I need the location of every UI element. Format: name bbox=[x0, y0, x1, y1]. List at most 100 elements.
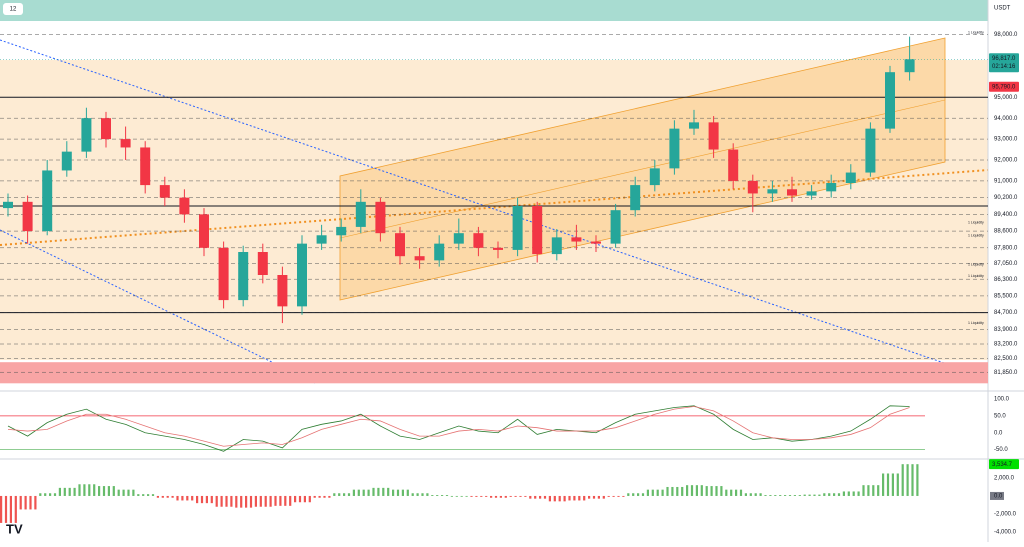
histogram-bar bbox=[896, 473, 899, 496]
histogram-bar bbox=[367, 489, 370, 496]
histogram-bar bbox=[681, 486, 684, 496]
histogram-bar bbox=[98, 486, 101, 496]
histogram-bar bbox=[705, 486, 708, 496]
histogram-bar bbox=[4, 495, 8, 523]
histogram-bar bbox=[813, 494, 816, 496]
histogram-bar bbox=[857, 491, 860, 496]
histogram-bar bbox=[205, 495, 208, 504]
histogram-bar bbox=[450, 495, 453, 497]
candle-body bbox=[434, 243, 445, 261]
histogram-bar bbox=[58, 487, 61, 496]
histogram-bar bbox=[588, 495, 591, 499]
histogram-bar bbox=[749, 493, 752, 496]
candle-body bbox=[669, 128, 680, 169]
histogram-bar bbox=[690, 485, 694, 496]
header-band bbox=[0, 0, 988, 21]
last-price: 96,817.0 bbox=[992, 56, 1016, 62]
candle-body bbox=[571, 237, 582, 242]
y-tick-label: 87,800.0 bbox=[994, 245, 1018, 251]
histogram-bar bbox=[504, 495, 507, 498]
histogram-bar bbox=[509, 495, 512, 497]
liquidity-label: 1 Liquidity bbox=[968, 233, 984, 237]
histogram-bar bbox=[632, 493, 635, 496]
histogram-bar bbox=[651, 489, 654, 496]
histogram-bar bbox=[161, 495, 164, 498]
histogram-bar bbox=[166, 495, 169, 498]
histogram-bar bbox=[210, 495, 213, 504]
interval-badge[interactable] bbox=[3, 3, 23, 15]
histogram-bar bbox=[494, 495, 498, 498]
y-tick-label: 0.0 bbox=[994, 430, 1003, 436]
histogram-bar bbox=[73, 487, 76, 496]
histogram-bar bbox=[607, 495, 610, 497]
histogram-bar bbox=[308, 495, 311, 503]
candle-body bbox=[199, 214, 209, 248]
histogram-bar bbox=[318, 495, 321, 498]
candle-body bbox=[689, 122, 699, 129]
histogram-bar bbox=[196, 495, 199, 504]
histogram-bar bbox=[264, 495, 267, 507]
histogram-bar bbox=[534, 495, 537, 499]
histogram-bar bbox=[470, 495, 473, 497]
histogram-bar bbox=[676, 486, 679, 496]
y-tick-label: 2,000.0 bbox=[994, 476, 1015, 482]
liquidity-label: 1 Liquidity bbox=[968, 263, 984, 267]
histogram-bar bbox=[759, 493, 762, 496]
histogram-bar bbox=[837, 493, 841, 496]
histogram-bar bbox=[818, 494, 821, 496]
histogram-bar bbox=[558, 495, 561, 502]
histogram-bar bbox=[343, 493, 346, 496]
histogram-bar bbox=[401, 489, 404, 496]
trend-dotted bbox=[0, 169, 989, 246]
histogram-bar bbox=[700, 485, 703, 496]
interval: 12 bbox=[10, 7, 17, 13]
histogram-bar bbox=[882, 473, 885, 496]
histogram-bar bbox=[872, 485, 875, 496]
zone bbox=[0, 362, 988, 384]
candle-body bbox=[826, 183, 837, 192]
histogram-bar bbox=[392, 489, 395, 496]
histogram-bar bbox=[911, 464, 914, 496]
histogram-bar bbox=[225, 495, 228, 507]
y-tick-label: -4,000.0 bbox=[994, 529, 1017, 535]
y-tick-label: 100.0 bbox=[994, 397, 1010, 403]
histogram-bar bbox=[9, 495, 12, 523]
price-marker-box bbox=[989, 81, 1019, 92]
histogram-bar bbox=[249, 495, 253, 508]
histogram-bar bbox=[661, 489, 664, 496]
histogram-bar bbox=[916, 464, 919, 496]
histogram-bar bbox=[254, 495, 257, 507]
histogram-bar bbox=[137, 494, 140, 496]
histogram-bar bbox=[720, 486, 723, 496]
histogram-bar bbox=[313, 495, 316, 498]
last-value: 3,534.7 bbox=[992, 462, 1013, 468]
candle-body bbox=[551, 237, 562, 255]
candle-body bbox=[787, 189, 797, 196]
histogram-bar bbox=[269, 495, 272, 507]
candle-body bbox=[708, 122, 719, 150]
candle-body bbox=[512, 206, 523, 250]
histogram-bar bbox=[362, 489, 365, 496]
histogram-bar bbox=[323, 495, 326, 498]
histogram-bar bbox=[499, 495, 502, 498]
histogram-bar bbox=[744, 493, 747, 496]
y-tick-label: 88,600.0 bbox=[994, 229, 1018, 235]
candle-body bbox=[591, 241, 601, 244]
histogram-bar bbox=[63, 487, 66, 496]
histogram-bar bbox=[352, 489, 355, 496]
histogram-bar bbox=[44, 493, 47, 496]
currency: USDT bbox=[994, 6, 1011, 12]
y-tick-label: 81,850.0 bbox=[994, 370, 1018, 376]
candle-body bbox=[610, 210, 621, 244]
histogram-bar bbox=[328, 495, 331, 498]
histogram-bar bbox=[34, 495, 37, 510]
candle-body bbox=[218, 247, 229, 301]
histogram-bar bbox=[416, 493, 419, 496]
histogram-bar bbox=[147, 494, 150, 496]
candle-body bbox=[101, 118, 111, 140]
y-tick-label: 89,400.0 bbox=[994, 212, 1018, 218]
histogram-bar bbox=[798, 495, 801, 496]
histogram-bar bbox=[524, 495, 527, 497]
histogram-bar bbox=[411, 493, 414, 496]
